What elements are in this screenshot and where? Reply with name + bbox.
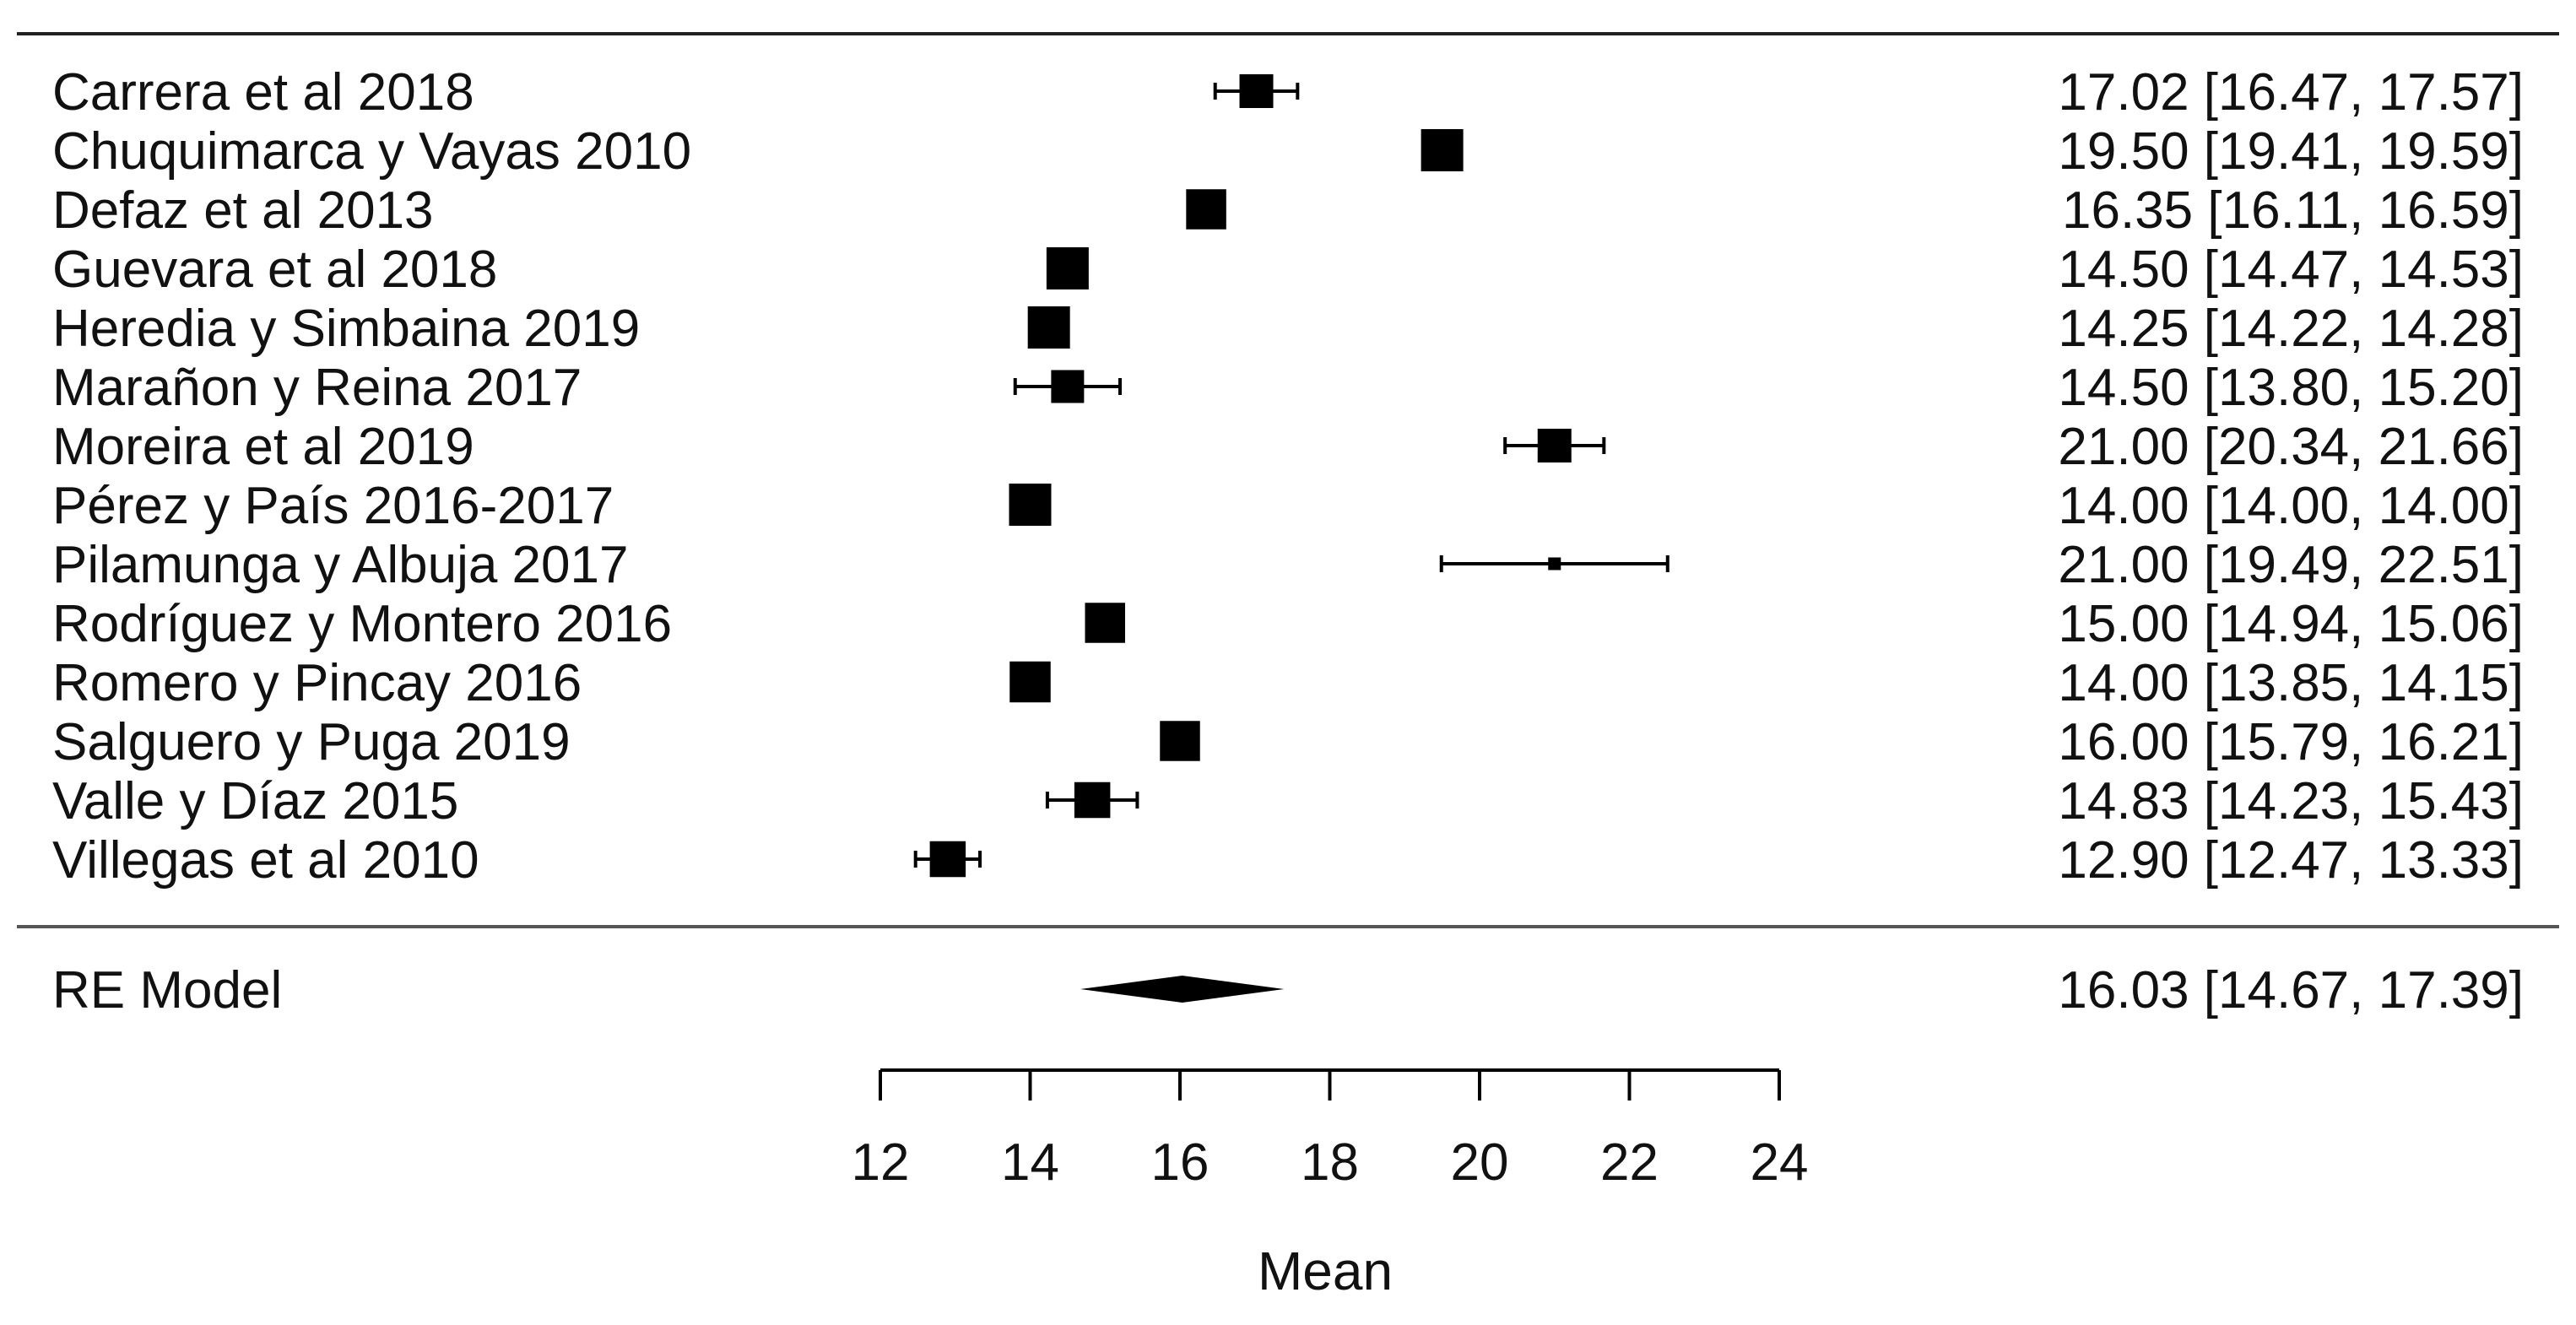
study-row: Valle y Díaz 2015 14.83 [14.23, 15.43] xyxy=(52,772,2524,830)
study-row: Salguero y Puga 2019 16.00 [15.79, 16.21] xyxy=(52,713,2524,771)
estimate-text: 16.35 [16.11, 16.59] xyxy=(2062,181,2524,240)
study-row: Marañon y Reina 2017 14.50 [13.80, 15.20] xyxy=(52,359,2524,417)
point-estimate xyxy=(929,841,966,878)
point-estimate xyxy=(1046,247,1089,289)
point-estimate xyxy=(1027,306,1070,349)
study-label: Pérez y País 2016-2017 xyxy=(52,477,614,535)
study-label: Pilamunga y Albuja 2017 xyxy=(52,536,628,594)
x-tick-label: 24 xyxy=(1751,1133,1809,1192)
estimate-text: 14.00 [13.85, 14.15] xyxy=(2058,654,2524,712)
point-estimate xyxy=(1085,603,1125,643)
x-tick-label: 22 xyxy=(1600,1133,1659,1192)
x-tick-label: 18 xyxy=(1301,1133,1359,1192)
study-row: Pérez y País 2016-2017 14.00 [14.00, 14.0… xyxy=(52,477,2524,535)
x-tick-label: 16 xyxy=(1151,1133,1210,1192)
point-estimate xyxy=(1051,370,1085,403)
point-estimate xyxy=(1548,557,1561,571)
point-estimate xyxy=(1186,189,1226,230)
study-row: Carrera et al 2018 17.02 [16.47, 17.57] xyxy=(52,63,2524,122)
point-estimate xyxy=(1160,721,1200,761)
estimate-text: 19.50 [19.41, 19.59] xyxy=(2058,122,2524,181)
study-label: Marañon y Reina 2017 xyxy=(52,359,582,417)
estimate-text: 21.00 [19.49, 22.51] xyxy=(2058,536,2524,594)
study-label: Valle y Díaz 2015 xyxy=(52,772,458,830)
study-label: Chuquimarca y Vayas 2010 xyxy=(52,122,691,181)
study-label: Romero y Pincay 2016 xyxy=(52,654,582,712)
study-row: Heredia y Simbaina 2019 14.25 [14.22, 14.… xyxy=(52,300,2524,358)
estimate-text: 14.83 [14.23, 15.43] xyxy=(2058,772,2524,830)
study-row: Chuquimarca y Vayas 2010 19.50 [19.41, 19… xyxy=(52,122,2524,181)
point-estimate xyxy=(1421,129,1464,171)
estimate-text: 21.00 [20.34, 21.66] xyxy=(2058,418,2524,476)
estimate-text: 14.00 [14.00, 14.00] xyxy=(2058,477,2524,535)
x-axis: 12 14 16 18 20 22 24 xyxy=(852,1068,1809,1192)
estimate-text: 14.25 [14.22, 14.28] xyxy=(2058,300,2524,358)
study-row: Moreira et al 2019 21.00 [20.34, 21.66] xyxy=(52,418,2524,476)
x-tick-label: 20 xyxy=(1451,1133,1509,1192)
estimate-text: 14.50 [14.47, 14.53] xyxy=(2058,241,2524,299)
study-row: Romero y Pincay 2016 14.00 [13.85, 14.15] xyxy=(52,654,2524,712)
summary-row: RE Model 16.03 [14.67, 17.39] xyxy=(52,961,2524,1019)
study-label: Defaz et al 2013 xyxy=(52,181,434,240)
summary-label: RE Model xyxy=(52,961,282,1019)
study-label: Moreira et al 2019 xyxy=(52,418,474,476)
estimate-text: 17.02 [16.47, 17.57] xyxy=(2058,63,2524,122)
summary-diamond xyxy=(1080,976,1285,1003)
estimate-text: 16.00 [15.79, 16.21] xyxy=(2058,713,2524,771)
point-estimate xyxy=(1009,484,1052,526)
x-axis-label: Mean xyxy=(1258,1241,1393,1301)
study-label: Rodríguez y Montero 2016 xyxy=(52,595,672,653)
study-label: Villegas et al 2010 xyxy=(52,831,479,890)
study-label: Salguero y Puga 2019 xyxy=(52,713,571,771)
study-label: Carrera et al 2018 xyxy=(52,63,474,122)
study-label: Guevara et al 2018 xyxy=(52,241,497,299)
estimate-text: 15.00 [14.94, 15.06] xyxy=(2058,595,2524,653)
point-estimate xyxy=(1074,781,1111,819)
x-tick-label: 14 xyxy=(1001,1133,1059,1192)
study-row: Villegas et al 2010 12.90 [12.47, 13.33] xyxy=(52,831,2524,890)
point-estimate xyxy=(1537,429,1572,462)
study-row: Pilamunga y Albuja 2017 21.00 [19.49, 22.… xyxy=(52,536,2524,594)
point-estimate xyxy=(1009,661,1051,703)
study-rows: Carrera et al 2018 17.02 [16.47, 17.57]Ch… xyxy=(52,63,2524,890)
study-row: Rodríguez y Montero 2016 15.00 [14.94, 15… xyxy=(52,595,2524,653)
study-label: Heredia y Simbaina 2019 xyxy=(52,300,640,358)
study-row: Guevara et al 2018 14.50 [14.47, 14.53] xyxy=(52,241,2524,299)
point-estimate xyxy=(1239,74,1274,108)
x-tick-label: 12 xyxy=(852,1133,910,1192)
estimate-text: 14.50 [13.80, 15.20] xyxy=(2058,359,2524,417)
estimate-text: 12.90 [12.47, 13.33] xyxy=(2058,831,2524,890)
summary-estimate-text: 16.03 [14.67, 17.39] xyxy=(2058,961,2524,1019)
study-row: Defaz et al 2013 16.35 [16.11, 16.59] xyxy=(52,181,2524,240)
